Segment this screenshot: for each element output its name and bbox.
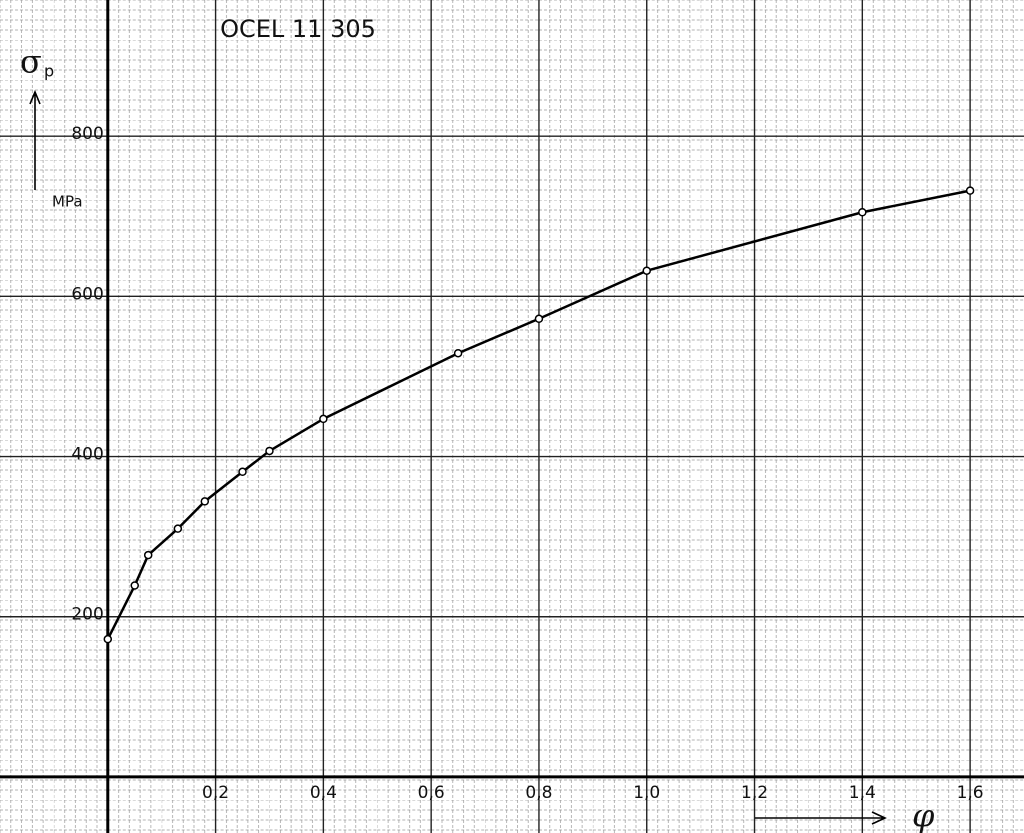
data-point — [143, 550, 153, 560]
x-tick-label: 0,4 — [310, 783, 337, 803]
y-tick-label: 600 — [71, 284, 103, 304]
y-arrow — [29, 89, 41, 190]
data-point — [453, 348, 463, 358]
x-tick-label: 1,2 — [741, 783, 768, 803]
data-point — [858, 208, 867, 217]
x-arrow — [755, 811, 887, 825]
data-point — [534, 314, 544, 324]
data-point — [103, 634, 113, 644]
data-point — [965, 186, 975, 195]
x-label: φ — [912, 797, 935, 833]
y-label: σ — [20, 43, 42, 81]
data-point — [265, 446, 274, 456]
x-tick-label: 1,6 — [957, 783, 984, 803]
data-point — [319, 414, 328, 424]
data-point — [130, 581, 139, 590]
y-tick-label: 400 — [71, 445, 103, 465]
x-tick-label: 1,4 — [849, 783, 876, 803]
data-point — [173, 524, 183, 533]
x-tick-label: 1,0 — [633, 783, 660, 803]
x-tick-label: 0,8 — [525, 783, 552, 803]
y-tick-label: 800 — [71, 124, 103, 144]
x-tick-label: 0,2 — [202, 783, 229, 803]
y-tick-label: 200 — [71, 605, 103, 625]
data-point — [200, 497, 210, 506]
data-point — [642, 266, 651, 275]
y-unit: MPa — [52, 193, 83, 211]
y-label-sub: p — [44, 62, 54, 81]
x-tick-label: 0,6 — [418, 783, 445, 803]
data-point — [238, 467, 247, 477]
chart-title: OCEL 11 305 — [220, 15, 376, 43]
